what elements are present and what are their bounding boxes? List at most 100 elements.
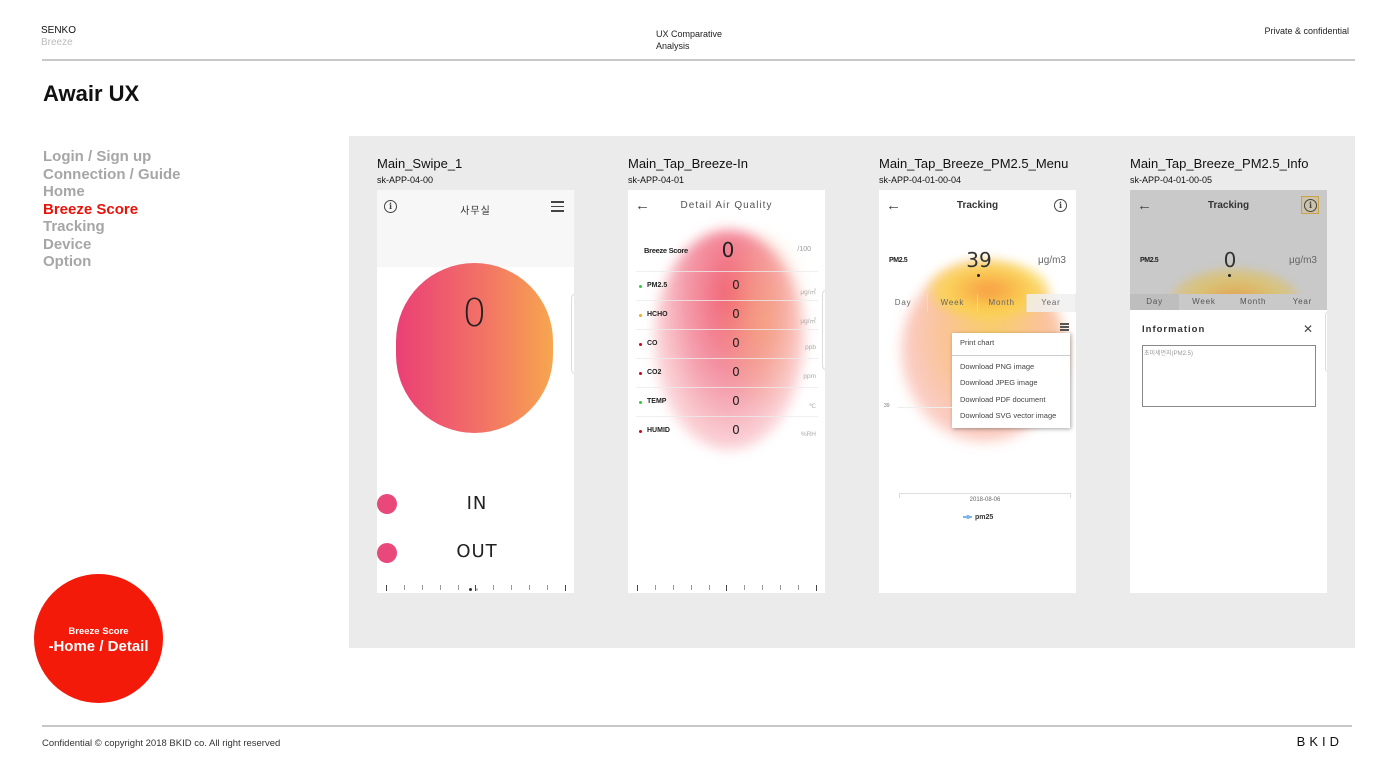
screen-header-title: Tracking bbox=[956, 200, 999, 211]
section-badge-subtitle: -Home / Detail bbox=[48, 638, 149, 655]
tab-month[interactable]: Month bbox=[1240, 297, 1267, 306]
nav-item-login[interactable]: Login / Sign up bbox=[43, 148, 152, 165]
page-indicator[interactable] bbox=[469, 578, 481, 593]
footer-logo: BKID bbox=[1296, 734, 1343, 749]
document-title-line2: Analysis bbox=[656, 41, 690, 51]
nav-item-option[interactable]: Option bbox=[43, 253, 92, 270]
screen-code: sk-APP-04-01-00-05 bbox=[1130, 175, 1213, 185]
metric-indicator bbox=[1228, 274, 1231, 277]
metric-unit: μg/㎥ bbox=[800, 318, 816, 325]
phone-screen: ← Tracking i PM2.5 39 μg/m3 Day Week Mon… bbox=[879, 190, 1076, 593]
screen-code: sk-APP-04-00 bbox=[377, 175, 434, 185]
metric-value: 0 bbox=[732, 307, 740, 321]
in-label[interactable]: IN bbox=[466, 493, 488, 514]
swipe-handle[interactable] bbox=[571, 294, 574, 374]
tab-month[interactable]: Month bbox=[978, 294, 1027, 312]
info-icon[interactable]: i bbox=[384, 200, 397, 213]
metric-label: PM2.5 bbox=[1140, 257, 1159, 264]
metric-row-hcho[interactable]: HCHO 0 μg/㎥ bbox=[636, 300, 818, 329]
confidentiality-label: Private & confidential bbox=[1264, 26, 1349, 36]
tab-day[interactable]: Day bbox=[879, 294, 929, 312]
tab-week[interactable]: Week bbox=[928, 294, 978, 312]
menu-icon[interactable] bbox=[551, 201, 564, 212]
in-status-dot bbox=[377, 494, 397, 514]
chart-legend[interactable]: pm25 bbox=[963, 514, 993, 521]
metric-unit: ℃ bbox=[808, 403, 816, 410]
information-dialog: Information ✕ 초미세먼지(PM2.5) bbox=[1130, 310, 1327, 593]
chart-x-axis bbox=[899, 493, 1071, 498]
metric-row-humid[interactable]: HUMID 0 %RH bbox=[636, 416, 818, 445]
metric-unit: μg/m3 bbox=[1289, 255, 1317, 266]
breeze-score-blob[interactable]: 0 bbox=[396, 263, 553, 433]
copyright-text: Confidential © copyright 2018 BKID co. A… bbox=[42, 738, 281, 749]
status-dot bbox=[639, 401, 642, 404]
screen-code: sk-APP-04-01 bbox=[628, 175, 685, 185]
swipe-handle[interactable] bbox=[822, 290, 825, 370]
screens-panel: Main_Swipe_1 sk-APP-04-00 i 사무실 0 IN OUT… bbox=[349, 136, 1355, 648]
metric-unit: μg/m3 bbox=[1038, 255, 1066, 266]
menu-item-download-png[interactable]: Download PNG image bbox=[960, 361, 1035, 371]
menu-item-download-svg[interactable]: Download SVG vector image bbox=[960, 411, 1057, 420]
legend-label: pm25 bbox=[975, 514, 994, 521]
out-label[interactable]: OUT bbox=[456, 541, 498, 562]
nav-item-tracking[interactable]: Tracking bbox=[43, 218, 105, 235]
information-text-area[interactable]: 초미세먼지(PM2.5) bbox=[1142, 345, 1316, 407]
section-nav: Login / Sign up Connection / Guide Home … bbox=[43, 148, 181, 271]
metric-name: PM2.5 bbox=[647, 282, 668, 289]
legend-marker-icon bbox=[963, 514, 972, 519]
tab-year[interactable]: Year bbox=[1026, 294, 1076, 312]
back-arrow-icon[interactable]: ← bbox=[886, 197, 901, 214]
nav-item-home[interactable]: Home bbox=[43, 183, 85, 200]
chart-menu-icon[interactable] bbox=[1060, 323, 1069, 331]
nav-item-breeze-score[interactable]: Breeze Score bbox=[43, 200, 139, 218]
document-title: UX Comparative Analysis bbox=[656, 28, 722, 52]
back-arrow-icon[interactable]: ← bbox=[635, 197, 650, 214]
metric-unit: ppm bbox=[803, 373, 816, 380]
metric-row-co2[interactable]: CO2 0 ppm bbox=[636, 358, 818, 387]
phone-screen: i 사무실 0 IN OUT bbox=[377, 190, 574, 593]
brand: SENKO Breeze bbox=[41, 25, 76, 49]
header-divider bbox=[42, 59, 1355, 61]
menu-divider bbox=[952, 354, 1070, 356]
nav-item-device[interactable]: Device bbox=[43, 235, 92, 253]
scale-ticks bbox=[637, 585, 817, 593]
app-header: i 사무실 bbox=[377, 190, 574, 267]
metric-row-temp[interactable]: TEMP 0 ℃ bbox=[636, 387, 818, 416]
menu-item-download-jpeg[interactable]: Download JPEG image bbox=[960, 378, 1038, 387]
metric-value: 0 bbox=[732, 365, 740, 379]
chart-context-menu: Print chart Download PNG image Download … bbox=[952, 333, 1070, 428]
metric-unit: ppb bbox=[805, 344, 816, 351]
back-arrow-icon[interactable]: ← bbox=[1137, 197, 1152, 214]
metric-row-co[interactable]: CO 0 ppb bbox=[636, 329, 818, 358]
phone-screen: ← Detail Air Quality Breeze Score 0 /100… bbox=[628, 190, 825, 593]
phone-screen: ← Tracking i PM2.5 0 μg/m3 Day Week Mont… bbox=[1130, 190, 1327, 593]
metric-value: 39 bbox=[966, 248, 992, 272]
breeze-score-label: Breeze Score bbox=[644, 246, 688, 255]
page-title: Awair UX bbox=[43, 81, 140, 106]
screen-title: Main_Swipe_1 bbox=[377, 156, 463, 171]
tab-week[interactable]: Week bbox=[1192, 297, 1216, 306]
close-icon[interactable]: ✕ bbox=[1302, 322, 1313, 336]
brand-subtitle: Breeze bbox=[41, 37, 73, 48]
brand-name: SENKO bbox=[41, 25, 77, 36]
screen-title: Main_Tap_Breeze_PM2.5_Info bbox=[1130, 156, 1309, 171]
info-icon[interactable]: i bbox=[1304, 199, 1317, 212]
screen-header-title: Tracking bbox=[1207, 200, 1250, 211]
menu-item-download-pdf[interactable]: Download PDF document bbox=[960, 394, 1046, 404]
swipe-handle[interactable] bbox=[1325, 312, 1327, 372]
info-icon[interactable]: i bbox=[1054, 199, 1067, 212]
tab-day[interactable]: Day bbox=[1130, 294, 1180, 310]
metric-row-pm25[interactable]: PM2.5 0 μg/㎥ bbox=[636, 271, 818, 300]
status-dot bbox=[639, 343, 642, 346]
screen-title: Main_Tap_Breeze-In bbox=[628, 156, 748, 171]
document-title-line1: UX Comparative bbox=[656, 29, 723, 39]
location-title: 사무실 bbox=[460, 206, 491, 217]
status-dot bbox=[639, 314, 642, 317]
menu-item-print-chart[interactable]: Print chart bbox=[960, 338, 995, 347]
tab-year[interactable]: Year bbox=[1292, 297, 1313, 306]
out-status-dot bbox=[377, 543, 397, 563]
dialog-title: Information bbox=[1142, 324, 1206, 335]
score-glow-accent bbox=[718, 230, 808, 410]
nav-item-connection[interactable]: Connection / Guide bbox=[43, 165, 181, 183]
status-dot bbox=[639, 372, 642, 375]
